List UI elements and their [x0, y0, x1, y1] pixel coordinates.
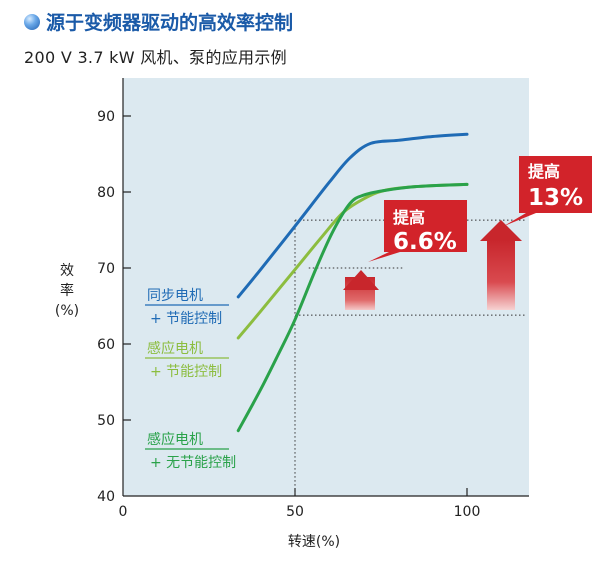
- annotation-6-6-value: 6.6%: [393, 229, 457, 255]
- series-lines: [236, 132, 469, 433]
- x-tick-label: 0: [119, 504, 128, 520]
- annotation-13-value: 13%: [528, 185, 583, 211]
- guide-lines: [294, 219, 526, 496]
- title-row: 源于变频器驱动的高效率控制: [24, 8, 293, 35]
- y-tick-label: 50: [97, 413, 115, 429]
- y-tick-label: 60: [97, 337, 115, 353]
- big-arrow-shaft: [487, 240, 515, 310]
- annotation-13-label: 提高: [528, 162, 560, 181]
- chart-title: 源于变频器驱动的高效率控制: [46, 12, 294, 34]
- y-tick-group: 40 50 60 70 80 90: [97, 109, 131, 505]
- series-line-induction-no-energy-saving: [236, 182, 469, 433]
- blue-bullet-icon: [24, 13, 40, 30]
- legend-label-line1: 感应电机: [147, 431, 203, 448]
- x-tick-group: 0 50 100: [119, 488, 481, 520]
- annotation-6-6-box: [368, 200, 467, 262]
- series-line-synchronous-energy-saving: [236, 132, 469, 299]
- legend-label-line1: 同步电机: [147, 288, 203, 304]
- x-tick-label: 100: [454, 504, 481, 520]
- big-arrow-head: [480, 220, 522, 241]
- legend-label-line1: 感应电机: [147, 340, 203, 357]
- small-arrow-head: [343, 270, 379, 290]
- y-tick-label: 40: [97, 489, 115, 505]
- legend-label-line2: + 节能控制: [150, 311, 222, 327]
- y-tick-label: 70: [97, 261, 115, 277]
- plot-area: [123, 78, 529, 496]
- x-tick-label: 50: [286, 504, 304, 520]
- annotation-6-6: 提高 6.6%: [343, 200, 467, 310]
- chart-subtitle: 200 V 3.7 kW 风机、泵的应用示例: [24, 48, 287, 67]
- y-tick-label: 80: [97, 185, 115, 201]
- annotation-13: 提高 13%: [480, 156, 592, 310]
- legend-label-line2: + 节能控制: [150, 364, 222, 380]
- annotation-13-box: [504, 156, 592, 226]
- legend-label-line2: + 无节能控制: [150, 455, 236, 471]
- y-axis-label: 效率(%): [55, 263, 79, 319]
- annotation-6-6-label: 提高: [393, 208, 425, 227]
- y-tick-label: 90: [97, 109, 115, 125]
- x-axis-label: 转速(%): [288, 534, 340, 550]
